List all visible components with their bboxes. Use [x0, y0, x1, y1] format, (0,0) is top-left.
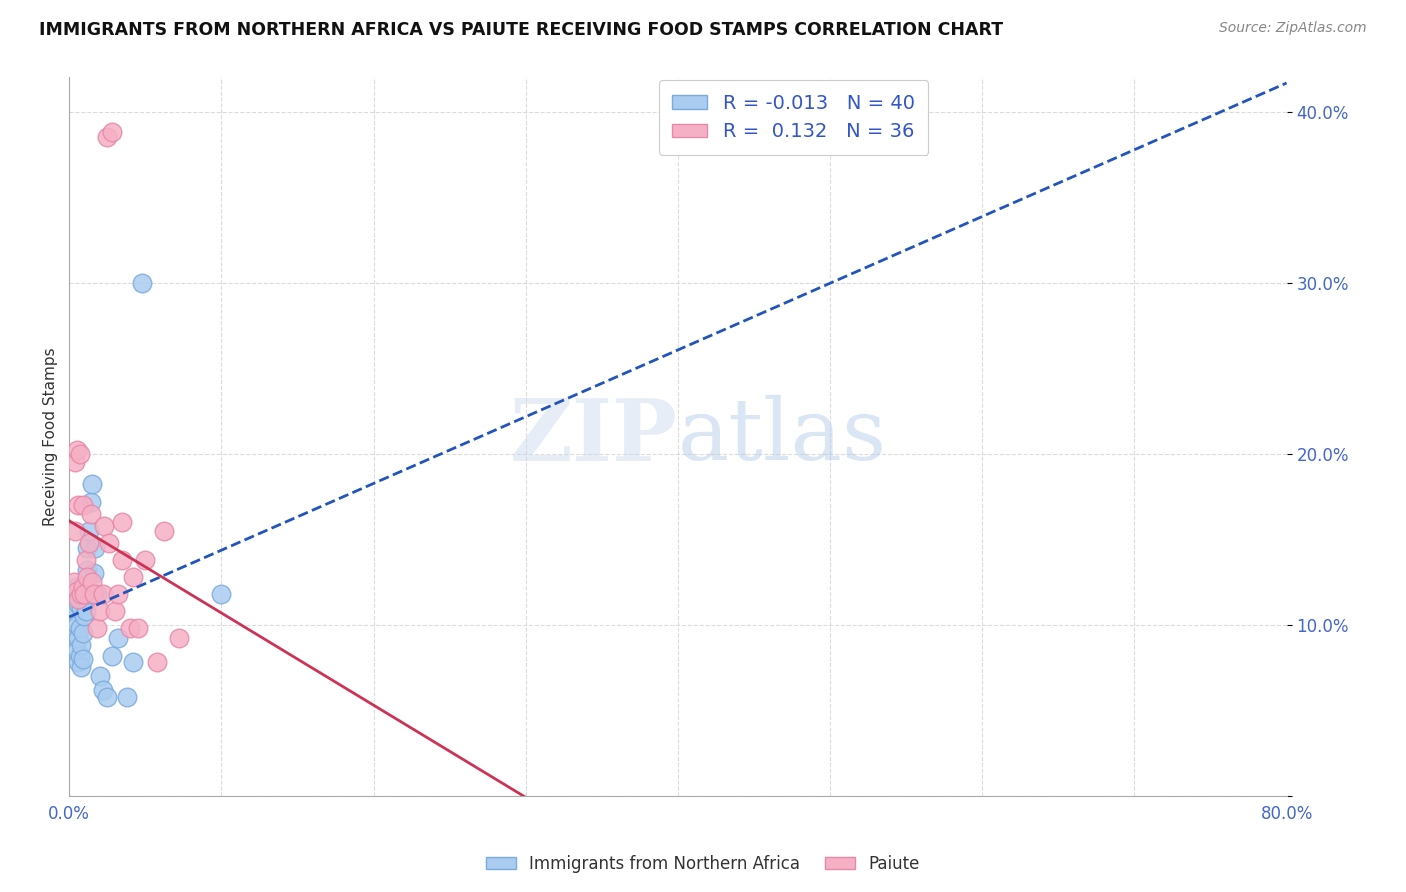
Point: [80, 477, 103, 491]
Point: [76, 570, 98, 584]
Point: [67, 656, 90, 670]
Text: atlas: atlas: [678, 395, 887, 478]
Legend: Immigrants from Northern Africa, Paiute: Immigrants from Northern Africa, Paiute: [479, 848, 927, 880]
Legend: R = -0.013   N = 40, R =  0.132   N = 36: R = -0.013 N = 40, R = 0.132 N = 36: [658, 80, 928, 155]
Point: [72, 580, 94, 594]
Point: [146, 656, 169, 670]
Point: [77, 524, 100, 538]
Point: [80, 574, 103, 589]
Point: [66, 583, 89, 598]
Text: ZIP: ZIP: [510, 394, 678, 479]
Point: [75, 604, 97, 618]
Point: [91, 682, 114, 697]
Point: [62, 574, 84, 589]
Point: [76, 541, 98, 555]
Point: [69, 447, 91, 461]
Point: [67, 498, 90, 512]
Point: [69, 621, 91, 635]
Point: [86, 587, 108, 601]
Point: [75, 583, 97, 598]
Point: [152, 524, 174, 538]
Point: [73, 587, 96, 601]
Point: [70, 600, 93, 615]
Point: [76, 563, 98, 577]
Point: [67, 632, 90, 646]
Point: [89, 604, 111, 618]
Point: [65, 604, 87, 618]
Point: [77, 587, 100, 601]
Point: [131, 276, 153, 290]
Point: [122, 656, 145, 670]
Point: [73, 609, 96, 624]
Point: [91, 587, 114, 601]
Point: [67, 592, 90, 607]
Point: [107, 632, 129, 646]
Point: [65, 455, 87, 469]
Point: [89, 669, 111, 683]
Point: [75, 553, 97, 567]
Point: [83, 566, 105, 581]
Point: [107, 587, 129, 601]
Point: [115, 690, 138, 704]
Point: [83, 587, 105, 601]
Point: [70, 638, 93, 652]
Point: [84, 541, 107, 555]
Text: IMMIGRANTS FROM NORTHERN AFRICA VS PAIUTE RECEIVING FOOD STAMPS CORRELATION CHAR: IMMIGRANTS FROM NORTHERN AFRICA VS PAIUT…: [39, 21, 1004, 38]
Point: [93, 518, 115, 533]
Point: [77, 535, 100, 549]
Point: [69, 587, 91, 601]
Point: [86, 621, 108, 635]
Point: [111, 553, 134, 567]
Point: [65, 626, 87, 640]
Point: [101, 648, 124, 663]
Point: [73, 587, 96, 601]
Point: [167, 632, 190, 646]
Point: [66, 580, 89, 594]
Point: [127, 621, 149, 635]
Point: [97, 535, 120, 549]
Point: [96, 690, 118, 704]
Point: [66, 443, 89, 458]
Point: [73, 592, 96, 607]
Point: [72, 652, 94, 666]
Point: [70, 660, 93, 674]
Point: [62, 592, 84, 607]
Point: [65, 524, 87, 538]
Point: [134, 553, 156, 567]
Point: [96, 130, 118, 145]
Point: [66, 617, 89, 632]
Point: [67, 597, 90, 611]
Point: [69, 648, 91, 663]
Point: [72, 498, 94, 512]
Text: Source: ZipAtlas.com: Source: ZipAtlas.com: [1219, 21, 1367, 35]
Point: [79, 507, 101, 521]
Point: [111, 515, 134, 529]
Point: [72, 626, 94, 640]
Point: [79, 494, 101, 508]
Point: [70, 587, 93, 601]
Point: [120, 621, 142, 635]
Point: [104, 604, 127, 618]
Point: [209, 587, 232, 601]
Point: [101, 125, 124, 139]
Y-axis label: Receiving Food Stamps: Receiving Food Stamps: [44, 347, 58, 526]
Point: [66, 643, 89, 657]
Point: [122, 570, 145, 584]
